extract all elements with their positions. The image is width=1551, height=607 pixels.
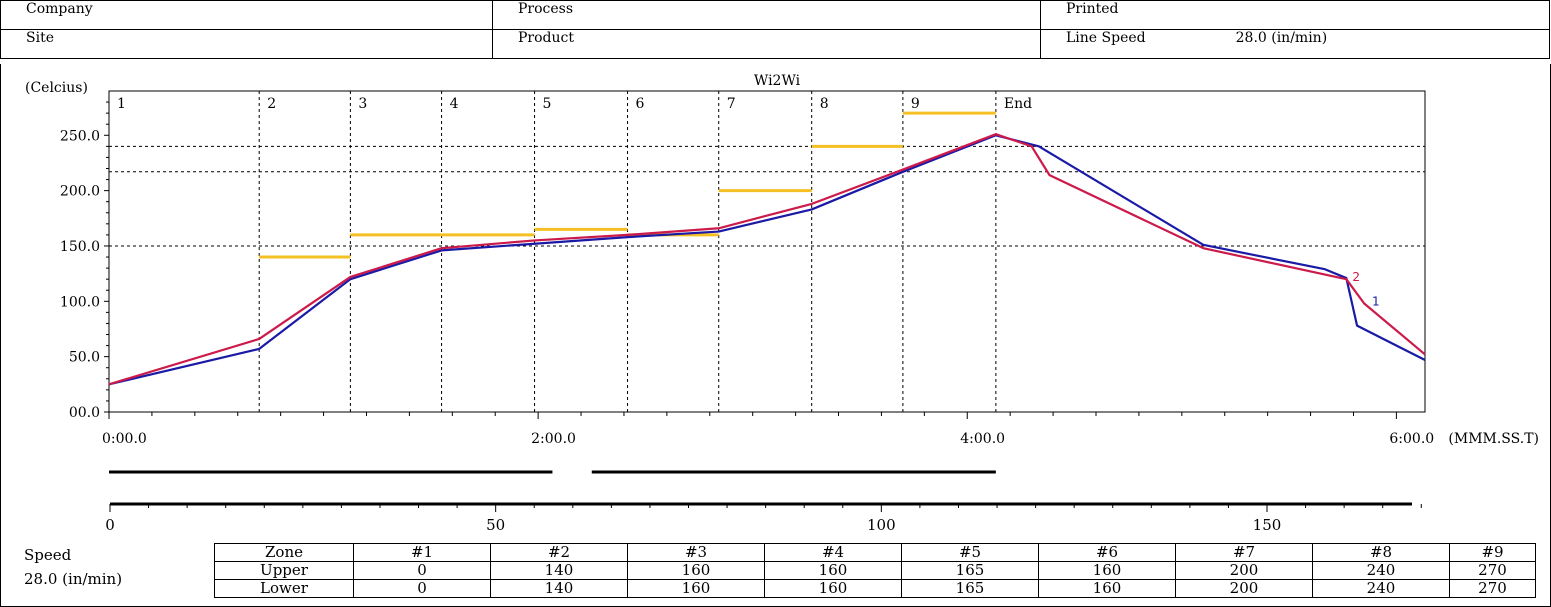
y-tick-label: 150.0 (60, 239, 100, 255)
site-label: Site (26, 30, 54, 46)
lower-temp-cell: 140 (490, 579, 628, 598)
zone-header-cell: #7 (1175, 543, 1313, 562)
upper-temp-cell: 270 (1449, 561, 1536, 580)
upper-temp-cell: 160 (1038, 561, 1176, 580)
y-tick-label: 250.0 (60, 128, 100, 144)
upper-temp-cell: 240 (1312, 561, 1450, 580)
line-speed-cell: Line Speed 28.0 (in/min) (1040, 29, 1550, 59)
company-label: Company (26, 1, 93, 17)
zone-header-cell: #8 (1312, 543, 1450, 562)
zone-label: 3 (358, 96, 367, 112)
x-tick-label: 6:00.0 (1389, 431, 1434, 447)
process-cell: Process (492, 0, 1041, 30)
zone-header-cell: #3 (627, 543, 765, 562)
line-speed-value: 28.0 (in/min) (1235, 30, 1328, 46)
upper-temp-cell: 0 (353, 561, 491, 580)
product-label: Product (518, 30, 574, 46)
lower-temp-cell: 160 (764, 579, 902, 598)
report-header: Company Process Printed Site Product Lin… (0, 0, 1550, 64)
product-cell: Product (492, 29, 1041, 59)
printed-label: Printed (1066, 1, 1119, 17)
zone-label: 7 (727, 96, 736, 112)
zone-table: Zone #1 #2 #3 #4 #5 #6 #7 #8 #9 Upper 0 140 160 160 16… (214, 543, 1536, 598)
lower-temp-cell: Lower (214, 579, 354, 598)
upper-temp-cell: 160 (627, 561, 765, 580)
x-axis-label: (MMM.SS.T) (1448, 431, 1539, 447)
y-tick-label: 00.0 (69, 405, 100, 421)
distance-tick-label: 50 (486, 516, 505, 534)
zone-label: 9 (911, 96, 920, 112)
y-tick-label: 100.0 (60, 294, 100, 310)
upper-temp-cell: 140 (490, 561, 628, 580)
zone-header-cell: #2 (490, 543, 628, 562)
zone-header-cell: #9 (1449, 543, 1536, 562)
zone-label: 6 (636, 96, 645, 112)
zone-header-cell: #5 (901, 543, 1039, 562)
series-label: 1 (1372, 295, 1380, 309)
zone-header-row: Zone #1 #2 #3 #4 #5 #6 #7 #8 #9 (214, 543, 1536, 562)
lower-temp-cell: 160 (1038, 579, 1176, 598)
speed-value: 28.0 (in/min) (24, 570, 123, 588)
company-cell: Company (0, 0, 493, 30)
zone-label: End (1004, 96, 1032, 112)
upper-temp-cell: 160 (764, 561, 902, 580)
y-tick-label: 50.0 (69, 350, 100, 366)
zone-label: 2 (267, 96, 276, 112)
upper-temp-cell: 165 (901, 561, 1039, 580)
lower-temp-cell: 200 (1175, 579, 1313, 598)
series-label: 2 (1352, 270, 1360, 284)
speed-label: Speed (24, 546, 72, 564)
lower-temp-cell: 165 (901, 579, 1039, 598)
x-tick-label: 2:00.0 (531, 431, 576, 447)
upper-temp-cell: 200 (1175, 561, 1313, 580)
distance-tick-label: 100 (867, 516, 896, 534)
plot-border (108, 90, 1426, 413)
process-label: Process (518, 1, 574, 17)
zone-header-cell: Zone (214, 543, 354, 562)
distance-tick-label: 150 (1253, 516, 1282, 534)
zone-upper-row: Upper 0 140 160 160 165 160 200 240 270 (214, 561, 1536, 580)
series-line (108, 133, 1426, 386)
line-speed-label: Line Speed (1066, 30, 1146, 46)
zone-header-cell: #4 (764, 543, 902, 562)
chart-title: Wi2Wi (754, 73, 801, 89)
y-tick-label: 200.0 (60, 184, 100, 200)
zone-lower-row: Lower 0 140 160 160 165 160 200 240 270 (214, 579, 1536, 598)
series-line (108, 134, 1426, 386)
y-axis-label: (Celcius) (25, 80, 88, 96)
zone-label: 1 (117, 96, 126, 112)
lower-temp-cell: 240 (1312, 579, 1450, 598)
upper-temp-cell: Upper (214, 561, 354, 580)
zone-label: 4 (450, 96, 459, 112)
zone-label: 5 (543, 96, 552, 112)
x-tick-label: 0:00.0 (102, 431, 147, 447)
lower-temp-cell: 270 (1449, 579, 1536, 598)
lower-temp-cell: 160 (627, 579, 765, 598)
x-tick-label: 4:00.0 (960, 431, 1005, 447)
site-cell: Site (0, 29, 493, 59)
lower-temp-cell: 0 (353, 579, 491, 598)
zone-label: 8 (820, 96, 829, 112)
zone-header-cell: #6 (1038, 543, 1176, 562)
temperature-profile-chart: Wi2Wi(Celcius)1 2 3 4 5 6 7 8 9 End00.050.0100.01… (25, 73, 1539, 534)
zone-header-cell: #1 (353, 543, 491, 562)
distance-tick-label: 0 (105, 516, 115, 534)
